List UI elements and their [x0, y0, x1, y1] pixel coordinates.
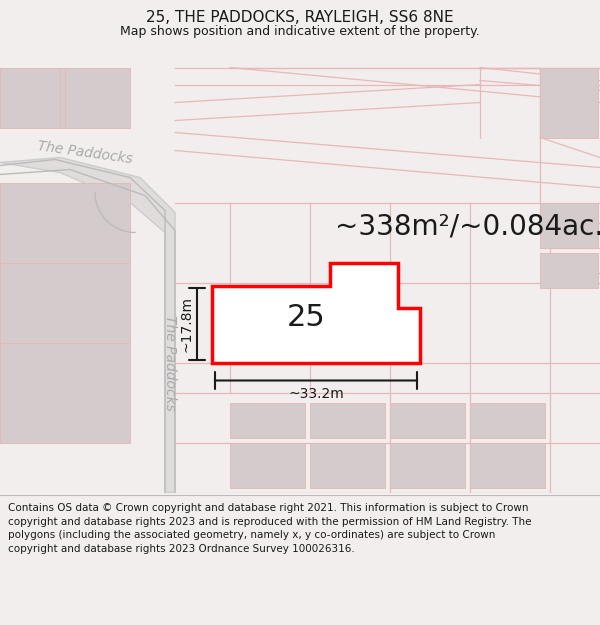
Text: The Paddocks: The Paddocks — [163, 314, 177, 411]
Bar — [0, 68, 60, 128]
Bar — [0, 262, 130, 343]
Bar — [0, 182, 130, 262]
Bar — [470, 402, 545, 437]
Text: ~33.2m: ~33.2m — [288, 386, 344, 401]
Bar — [390, 442, 465, 488]
Text: 25, THE PADDOCKS, RAYLEIGH, SS6 8NE: 25, THE PADDOCKS, RAYLEIGH, SS6 8NE — [146, 11, 454, 26]
Text: Contains OS data © Crown copyright and database right 2021. This information is : Contains OS data © Crown copyright and d… — [8, 503, 532, 554]
Polygon shape — [0, 158, 175, 492]
Text: ~17.8m: ~17.8m — [179, 296, 193, 352]
Bar — [540, 253, 598, 288]
Polygon shape — [212, 262, 420, 362]
Bar — [540, 202, 598, 248]
Bar — [470, 442, 545, 488]
Text: The Paddocks: The Paddocks — [37, 139, 133, 166]
Bar — [540, 68, 598, 138]
Bar — [310, 402, 385, 437]
Text: ~338m²/~0.084ac.: ~338m²/~0.084ac. — [335, 213, 600, 241]
Bar — [390, 402, 465, 437]
Bar — [230, 402, 305, 437]
Bar — [230, 442, 305, 488]
Text: Map shows position and indicative extent of the property.: Map shows position and indicative extent… — [120, 24, 480, 38]
Text: 25: 25 — [287, 303, 325, 332]
Bar — [0, 342, 130, 442]
Bar — [310, 442, 385, 488]
Bar — [65, 68, 130, 128]
Bar — [0, 68, 130, 128]
